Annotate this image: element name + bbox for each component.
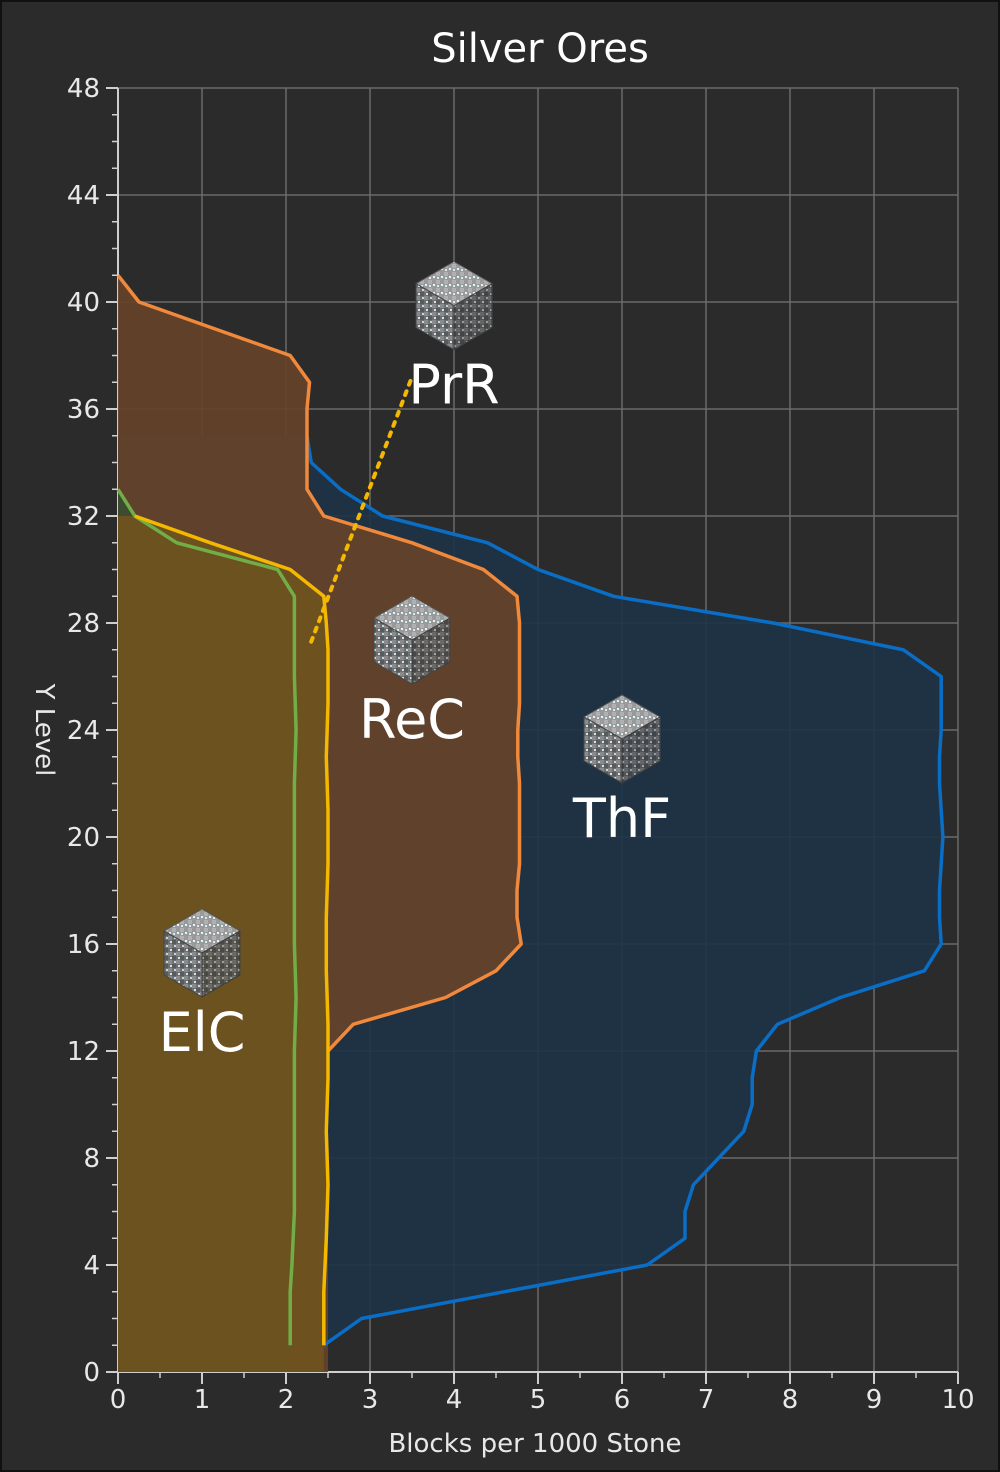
y-tick-label-44: 44 <box>67 181 100 211</box>
y-tick-label-24: 24 <box>67 716 100 746</box>
x-tick-label-3: 3 <box>362 1385 379 1415</box>
silver-ore-block-icon <box>415 261 493 351</box>
annotation-prr: PrR <box>408 261 500 417</box>
series-annotations: PrR ReC ThF ElC <box>159 261 671 1064</box>
y-tick-label-48: 48 <box>67 74 100 104</box>
annotation-label-prr: PrR <box>408 354 499 417</box>
line-rec <box>116 274 523 1053</box>
annotation-rec: ReC <box>359 595 465 751</box>
x-axis-title: Blocks per 1000 Stone <box>388 1429 681 1459</box>
ore-block-right <box>453 282 493 351</box>
ore-block-right <box>621 716 661 784</box>
x-tick-label-2: 2 <box>278 1385 295 1415</box>
annotation-label-thf: ThF <box>572 787 671 850</box>
series-lines <box>116 274 945 1347</box>
ore-block-shade <box>202 930 240 997</box>
y-tick-label-28: 28 <box>67 609 100 639</box>
chart-title: Silver Ores <box>431 26 649 72</box>
x-tick-label-9: 9 <box>866 1385 883 1415</box>
x-tick-label-5: 5 <box>530 1385 547 1415</box>
ore-block-right <box>201 930 241 998</box>
silver-ore-block-icon <box>163 908 241 998</box>
y-tick-label-8: 8 <box>83 1144 100 1174</box>
x-tick-label-1: 1 <box>194 1385 211 1415</box>
x-tick-label-0: 0 <box>110 1385 127 1415</box>
y-tick-label-4: 4 <box>83 1251 100 1281</box>
y-tick-label-16: 16 <box>67 930 100 960</box>
y-tick-label-20: 20 <box>67 823 100 853</box>
annotation-thf: ThF <box>572 694 671 850</box>
x-tick-label-7: 7 <box>698 1385 715 1415</box>
line-prr <box>134 514 330 1346</box>
line-thf <box>305 435 945 1347</box>
y-tick-label-32: 32 <box>67 502 100 532</box>
y-tick-label-0: 0 <box>83 1358 100 1388</box>
ore-block-shade <box>622 716 660 783</box>
leader-line <box>309 374 414 644</box>
annotation-label-elc: ElC <box>159 1001 246 1064</box>
silver-ore-block-icon <box>583 694 661 784</box>
x-tick-label-6: 6 <box>614 1385 631 1415</box>
y-tick-label-12: 12 <box>67 1037 100 1067</box>
leader-line-prr <box>309 374 414 644</box>
ore-block-shade <box>454 283 492 350</box>
y-tick-label-36: 36 <box>67 395 100 425</box>
annotation-label-rec: ReC <box>359 688 465 751</box>
ore-block-shade <box>412 618 450 684</box>
silver-ore-block-icon <box>373 595 451 685</box>
ore-block-right <box>411 617 451 685</box>
y-tick-label-40: 40 <box>67 288 100 318</box>
x-axis-ticks: 0 1 2 3 4 5 6 7 8 9 10 <box>110 1372 975 1415</box>
line-elc <box>116 488 298 1346</box>
annotation-elc: ElC <box>159 908 246 1064</box>
x-tick-label-4: 4 <box>446 1385 463 1415</box>
x-tick-label-8: 8 <box>782 1385 799 1415</box>
x-tick-label-10: 10 <box>941 1385 974 1415</box>
y-axis-title: Y Level <box>29 683 59 777</box>
